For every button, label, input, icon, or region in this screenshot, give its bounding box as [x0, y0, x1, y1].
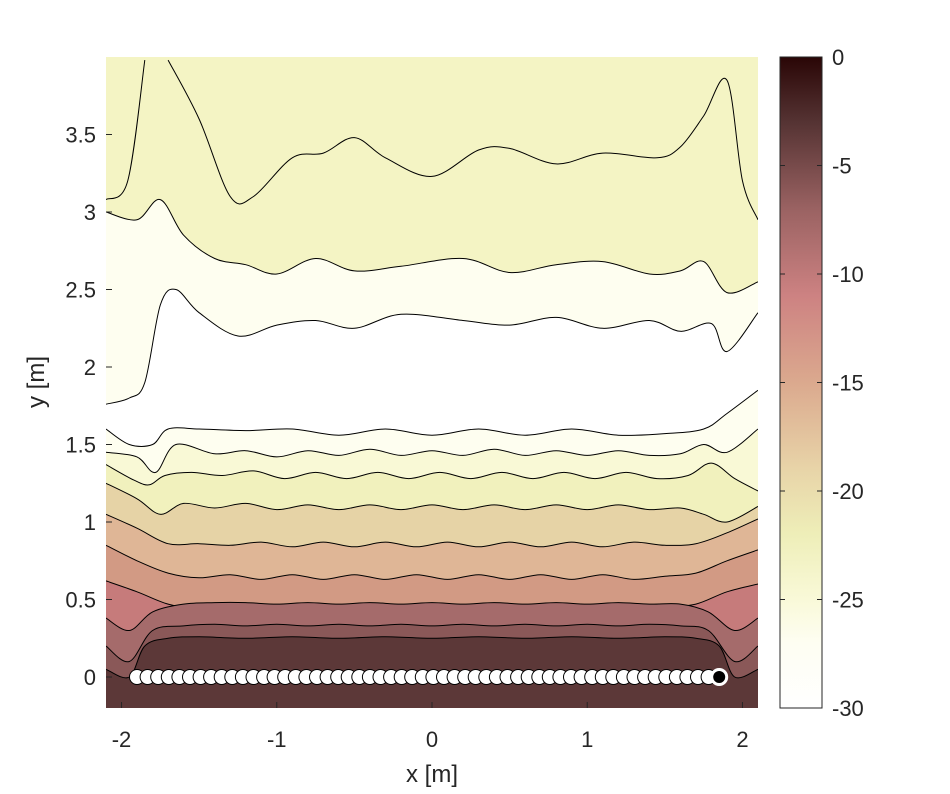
contour-line — [106, 389, 758, 447]
colorbar-tick-label: -25 — [832, 588, 864, 613]
y-axis-label: y [m] — [23, 356, 50, 408]
contour-line — [106, 623, 758, 663]
y-tick-label: 3 — [84, 200, 96, 225]
colorbar-ticks: 0 -5 -10 -15 -20 -25 -30 — [780, 45, 864, 721]
contour-line — [106, 60, 146, 201]
x-axis-label: x [m] — [406, 761, 458, 788]
x-tick-label: 1 — [581, 727, 593, 752]
y-tick-label: 0 — [84, 665, 96, 690]
x-tick-label: -1 — [267, 727, 287, 752]
contour-line — [106, 544, 758, 580]
y-tick-label: 1 — [84, 510, 96, 535]
colorbar-gradient-bar — [779, 56, 823, 709]
contour-line — [106, 288, 758, 405]
contour-line — [167, 59, 758, 220]
x-tick-label: 2 — [736, 727, 748, 752]
y-tick-label: 3.5 — [65, 123, 96, 148]
y-axis-ticks: 0 0.5 1 1.5 2 2.5 3 3.5 — [65, 123, 112, 690]
contour-line — [106, 601, 758, 632]
y-tick-label: 2.5 — [65, 278, 96, 303]
contour-lines — [106, 59, 758, 220]
loudspeaker-array — [129, 668, 729, 686]
colorbar-tick-label: -15 — [832, 371, 864, 396]
y-tick-label: 1.5 — [65, 433, 96, 458]
contour-line — [106, 482, 758, 523]
colorbar-tick-label: 0 — [832, 45, 844, 70]
contour-line — [106, 199, 758, 294]
y-tick-label: 0.5 — [65, 588, 96, 613]
colorbar: 0 -5 -10 -15 -20 -25 -30 — [779, 45, 864, 721]
colorbar-tick-label: -20 — [832, 479, 864, 504]
contour-line — [106, 513, 758, 548]
contour-bands — [106, 199, 758, 708]
y-tick-label: 2 — [84, 355, 96, 380]
colorbar-tick-label: -5 — [832, 154, 852, 179]
x-tick-label: -2 — [112, 727, 132, 752]
colorbar-tick-label: -10 — [832, 262, 864, 287]
contour-line — [106, 428, 758, 473]
contour-line — [106, 636, 758, 679]
colorbar-tick-label: -30 — [832, 696, 864, 721]
contour-line — [106, 462, 758, 492]
x-axis-ticks: -2 -1 0 1 2 — [112, 702, 749, 752]
x-tick-label: 0 — [426, 727, 438, 752]
plot-area — [106, 57, 758, 708]
loudspeaker-marker — [710, 668, 729, 686]
